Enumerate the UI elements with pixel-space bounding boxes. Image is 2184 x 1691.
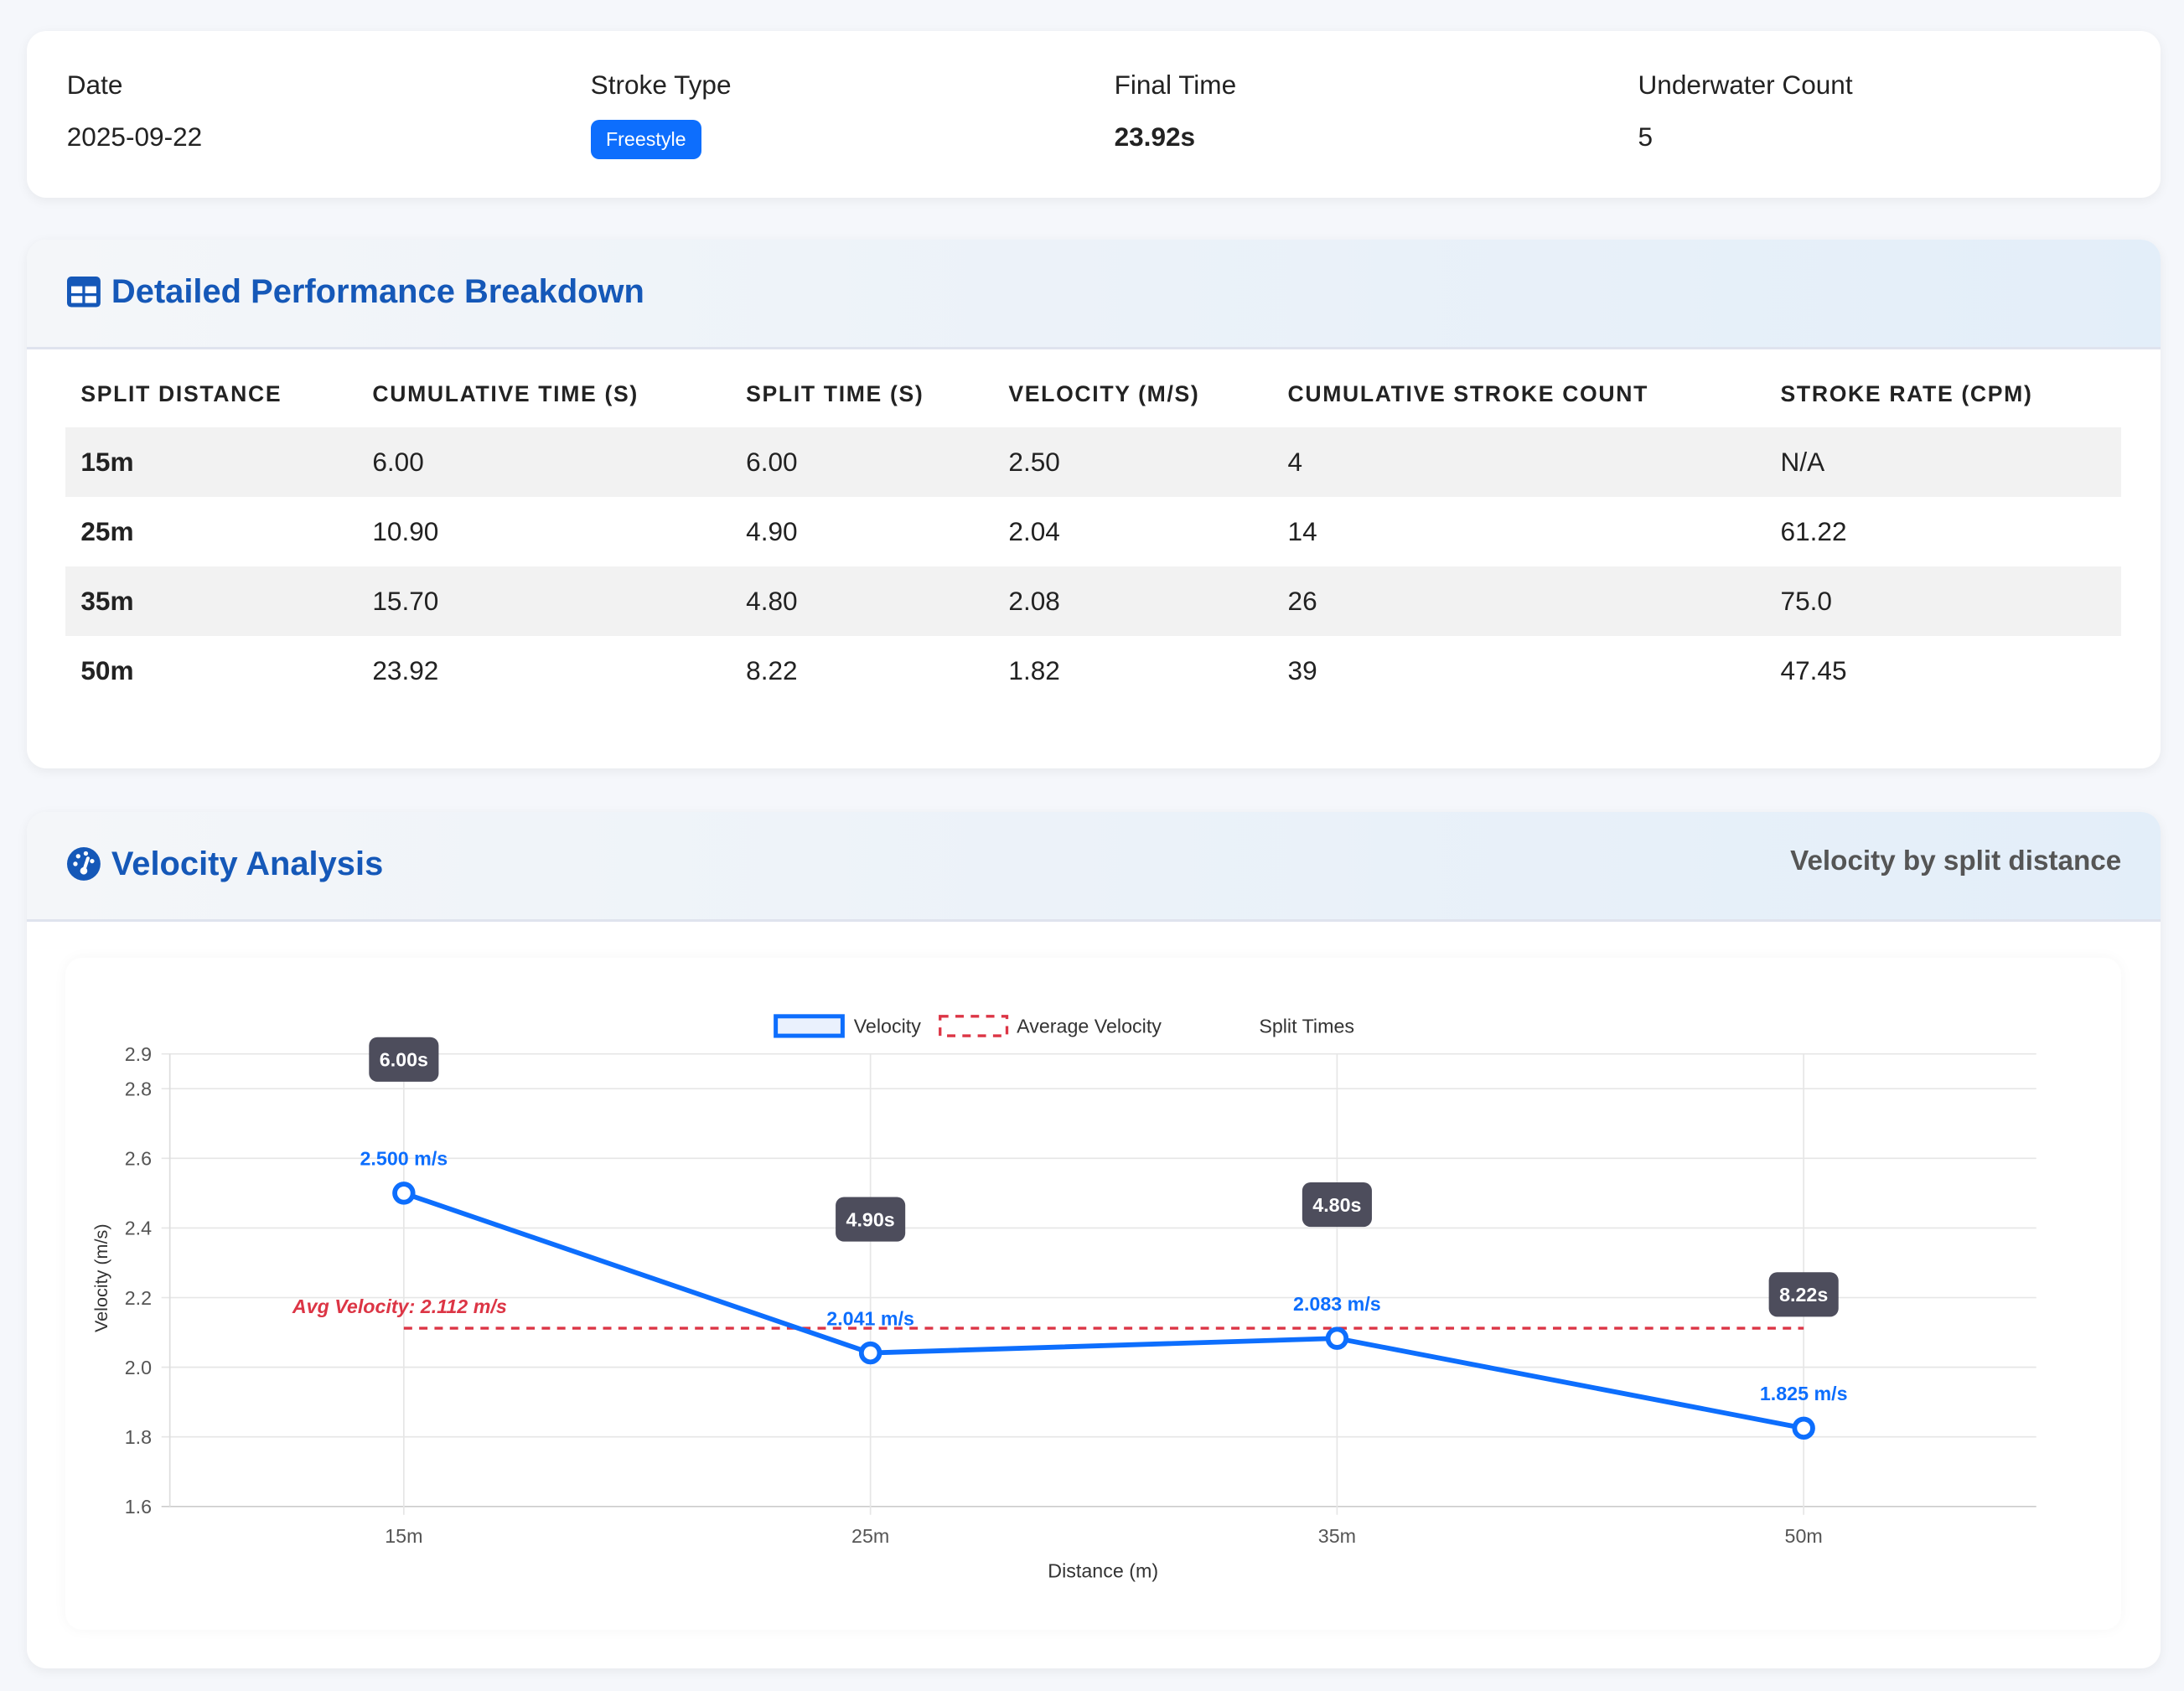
table-cell: 39 xyxy=(1287,654,1317,685)
x-tick-label: 35m xyxy=(1318,1525,1356,1547)
date-value: 2025-09-22 xyxy=(66,122,203,153)
table-cell: 75.0 xyxy=(1780,585,1832,616)
column-header: CUMULATIVE STROKE COUNT xyxy=(1287,381,1649,407)
date-label: Date xyxy=(66,70,123,101)
column-header: STROKE RATE (CPM) xyxy=(1780,381,2033,407)
table-row: 50m 23.92 8.22 1.82 39 47.45 xyxy=(65,636,2121,706)
table-row: 25m 10.90 4.90 2.04 14 61.22 xyxy=(65,497,2121,566)
table-cell: 14 xyxy=(1287,515,1317,546)
y-tick-label: 2.9 xyxy=(125,1043,152,1065)
table-cell: 23.92 xyxy=(372,654,439,685)
column-header: CUMULATIVE TIME (S) xyxy=(372,381,639,407)
velocity-data-label: 2.041 m/s xyxy=(826,1308,914,1330)
split-time-badge xyxy=(369,1037,439,1083)
final-time-label: Final Time xyxy=(1114,70,1237,101)
underwater-count-label: Underwater Count xyxy=(1638,70,1853,101)
velocity-data-label: 2.083 m/s xyxy=(1293,1293,1381,1315)
final-time-value: 23.92s xyxy=(1114,122,1196,153)
table-cell: 4 xyxy=(1287,446,1303,477)
velocity-data-label: 1.825 m/s xyxy=(1760,1383,1848,1405)
velocity-point xyxy=(392,1182,416,1206)
performance-title: Detailed Performance Breakdown xyxy=(66,273,644,311)
table-cell: 15.70 xyxy=(372,585,439,616)
table-cell: 50m xyxy=(80,654,134,685)
y-tick-label: 2.8 xyxy=(125,1078,152,1100)
velocity-point xyxy=(859,1342,882,1365)
column-header: VELOCITY (M/S) xyxy=(1008,381,1200,407)
table-cell: N/A xyxy=(1780,446,1825,477)
x-tick-label: 25m xyxy=(851,1525,889,1547)
table-cell: 25m xyxy=(80,515,134,546)
table-cell: 47.45 xyxy=(1780,654,1847,685)
table-cell: 4.80 xyxy=(746,585,798,616)
velocity-chart: 1.6 1.8 2.0 2.2 2.4 2.6 2.8 2.9 15m 25m 35m 50m Dist… xyxy=(65,958,2122,1630)
table-cell: 15m xyxy=(80,446,134,477)
x-axis-label: Distance (m) xyxy=(1048,1560,1158,1582)
y-tick-label: 2.4 xyxy=(125,1218,152,1239)
underwater-count-value: 5 xyxy=(1638,122,1654,153)
x-tick-label: 15m xyxy=(385,1525,422,1547)
table-cell: 6.00 xyxy=(372,446,424,477)
table-cell: 26 xyxy=(1287,585,1317,616)
y-tick-label: 1.8 xyxy=(125,1426,152,1448)
stroke-type-badge: Freestyle xyxy=(590,120,701,159)
velocity-point xyxy=(1792,1417,1815,1440)
velocity-title: Velocity Analysis xyxy=(66,846,383,883)
velocity-chart-svg: 1.6 1.8 2.0 2.2 2.4 2.6 2.8 2.9 15m 25m 35m 50m Dist… xyxy=(91,1014,2037,1582)
legend-velocity-swatch xyxy=(774,1014,845,1039)
summary-card: Date 2025-09-22 Stroke Type Freestyle Fina… xyxy=(26,30,2161,198)
legend-velocity-label: Velocity xyxy=(854,1016,922,1037)
velocity-subtitle: Velocity by split distance xyxy=(1790,845,2122,877)
velocity-line xyxy=(403,1191,1804,1431)
table-cell: 2.08 xyxy=(1008,585,1060,616)
velocity-data-label: 2.500 m/s xyxy=(360,1148,448,1170)
velocity-point xyxy=(1325,1326,1349,1351)
legend-split-times-label: Split Times xyxy=(1259,1016,1354,1037)
table-cell: 2.04 xyxy=(1008,515,1060,546)
table-cell: 4.90 xyxy=(746,515,798,546)
column-header: SPLIT DISTANCE xyxy=(80,381,282,407)
velocity-analysis-card: Velocity Analysis Velocity by split dist… xyxy=(26,811,2161,1669)
table-cell: 1.82 xyxy=(1008,654,1060,685)
column-header: SPLIT TIME (S) xyxy=(746,381,924,407)
y-tick-label: 1.6 xyxy=(125,1497,152,1518)
split-time-label: 4.80s xyxy=(1312,1194,1361,1216)
legend-average-label: Average Velocity xyxy=(1017,1016,1162,1037)
split-time-label: 6.00s xyxy=(380,1049,428,1071)
performance-breakdown-card: Detailed Performance Breakdown SPLIT DIS… xyxy=(26,239,2161,769)
table-cell: 35m xyxy=(80,585,134,616)
average-velocity-label: Avg Velocity: 2.112 m/s xyxy=(292,1295,507,1317)
table-cell: 8.22 xyxy=(746,654,798,685)
split-time-label: 8.22s xyxy=(1779,1285,1828,1306)
split-time-badge xyxy=(836,1197,906,1243)
split-time-badge xyxy=(1302,1182,1373,1228)
y-axis-label: Velocity (m/s) xyxy=(91,1224,111,1333)
split-time-badge xyxy=(1768,1272,1839,1317)
table-cell: 6.00 xyxy=(746,446,798,477)
y-tick-label: 2.0 xyxy=(125,1357,152,1378)
legend-average-swatch xyxy=(939,1015,1009,1038)
table-cell: 61.22 xyxy=(1780,515,1847,546)
gauge-icon xyxy=(66,847,101,882)
table-icon xyxy=(66,276,101,308)
y-tick-label: 2.2 xyxy=(125,1287,152,1309)
stroke-type-label: Stroke Type xyxy=(590,70,732,101)
table-row: 35m 15.70 4.80 2.08 26 75.0 xyxy=(65,566,2122,636)
split-time-label: 4.90s xyxy=(846,1209,895,1231)
table-cell: 2.50 xyxy=(1008,446,1060,477)
performance-table: SPLIT DISTANCE CUMULATIVE TIME (S) SPLIT T… xyxy=(65,381,2122,706)
table-cell: 10.90 xyxy=(372,515,439,546)
x-tick-label: 50m xyxy=(1785,1525,1823,1547)
y-tick-label: 2.6 xyxy=(125,1148,152,1170)
table-row: 15m 6.00 6.00 2.50 4 N/A xyxy=(65,427,2122,497)
